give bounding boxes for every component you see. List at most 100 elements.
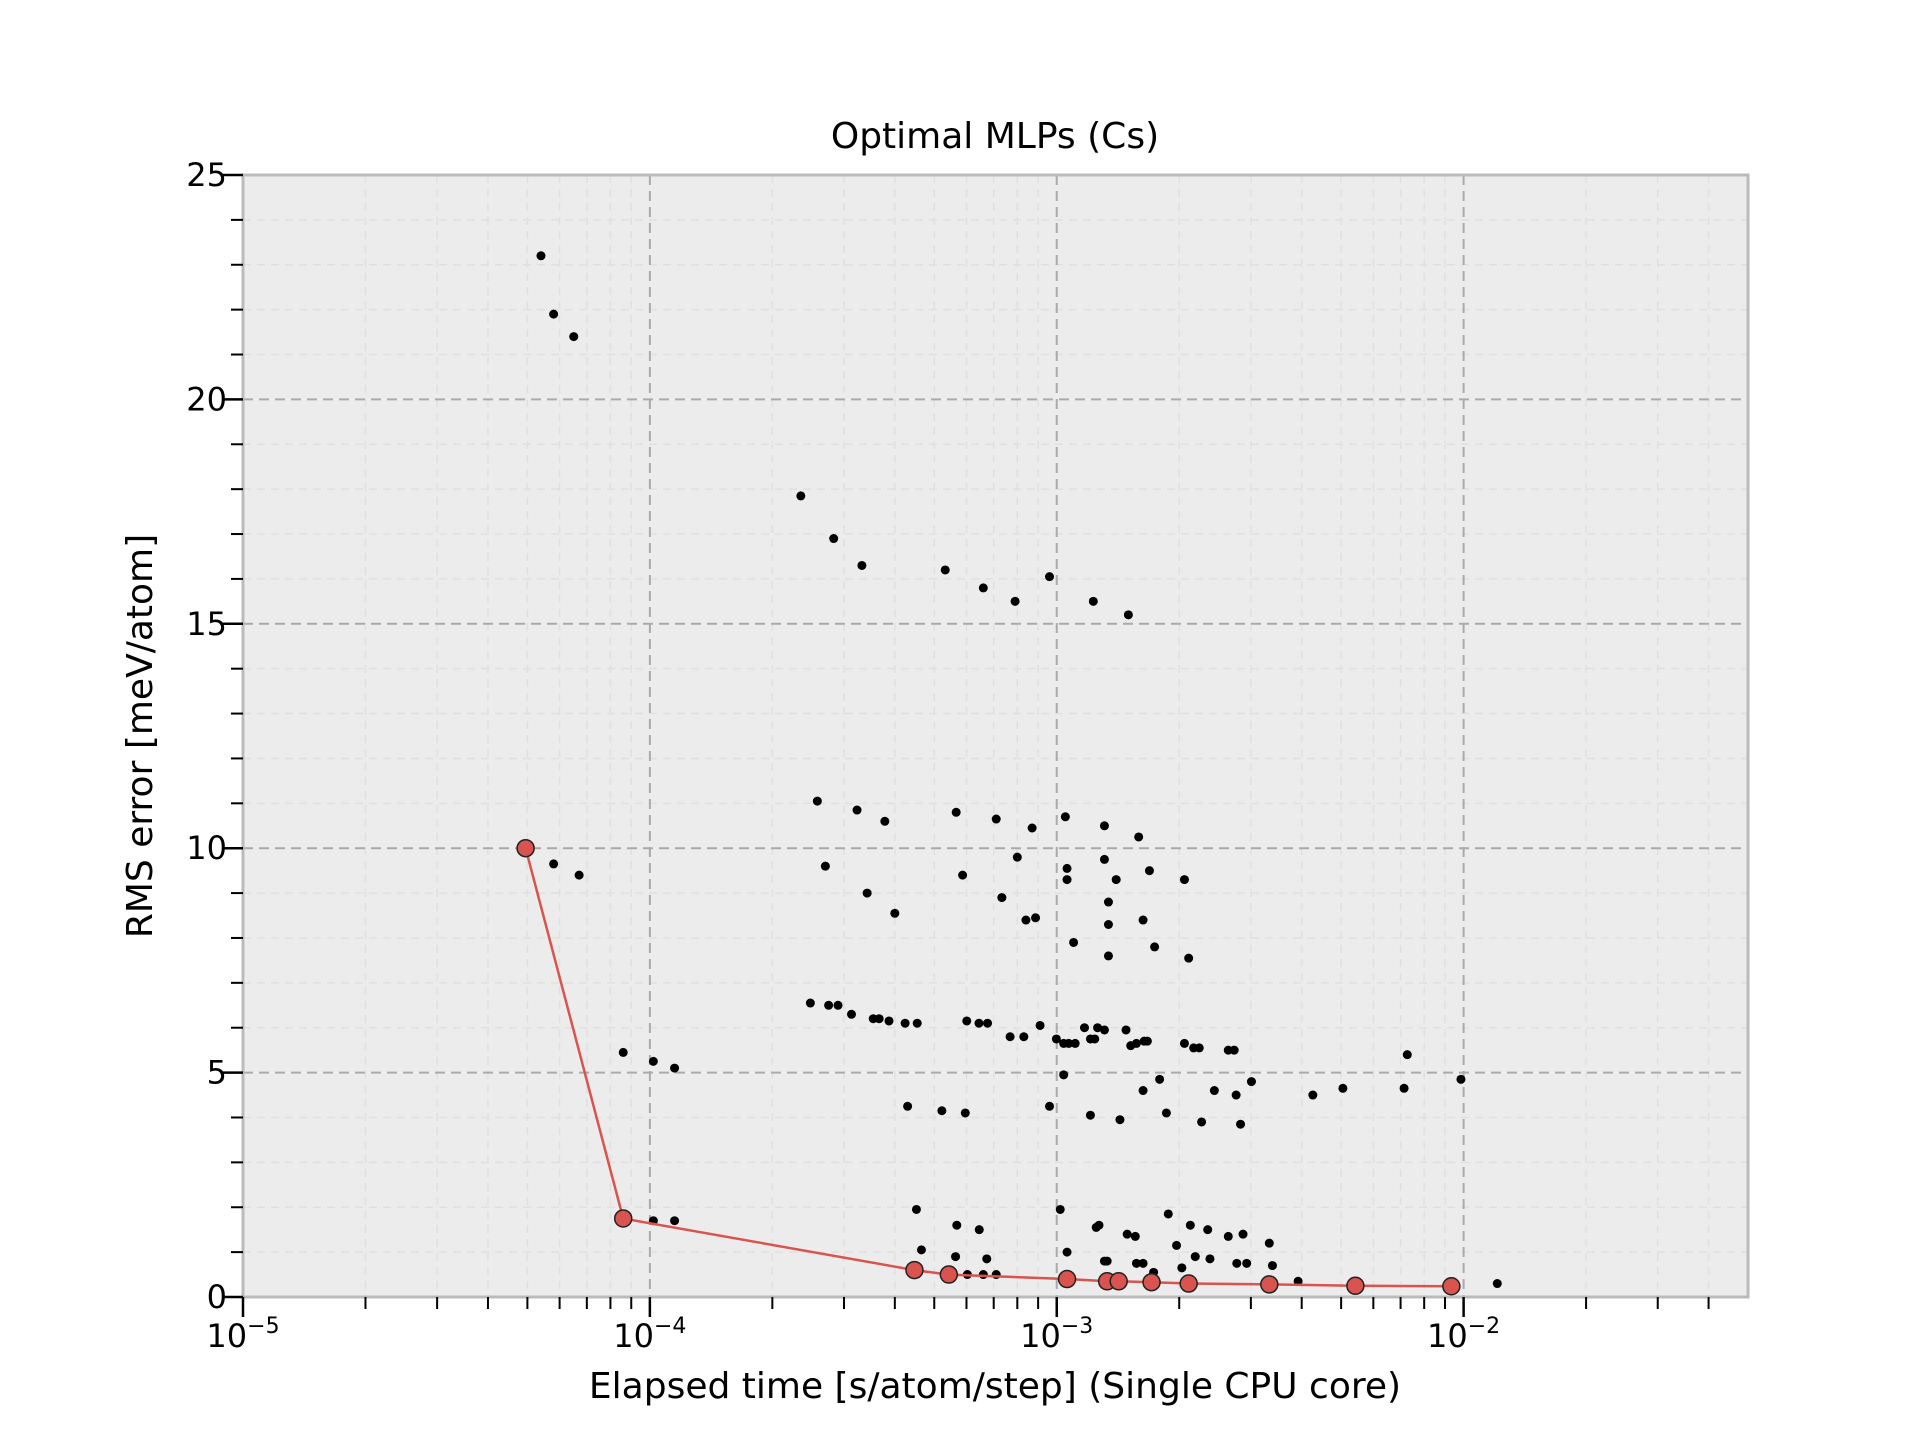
data-point — [884, 1016, 894, 1026]
data-point — [1131, 1038, 1141, 1048]
data-point — [812, 796, 822, 806]
data-point — [1088, 596, 1098, 606]
data-point — [1122, 1229, 1132, 1239]
data-point — [903, 1101, 913, 1111]
data-point — [958, 870, 968, 880]
data-point — [1399, 1083, 1409, 1093]
data-point — [952, 1220, 962, 1230]
data-point — [648, 1056, 658, 1066]
x-tick-label: 10−3 — [1020, 1314, 1093, 1355]
data-point — [1402, 1050, 1412, 1060]
data-point — [1093, 1023, 1103, 1033]
data-point — [857, 560, 867, 570]
data-point — [1012, 852, 1022, 862]
data-point — [1185, 1220, 1195, 1230]
data-point — [1197, 1117, 1207, 1127]
pareto-front-points — [516, 838, 1461, 1296]
data-point — [1099, 1025, 1109, 1035]
data-point — [1209, 1086, 1219, 1096]
data-point — [1085, 1110, 1095, 1120]
data-point — [1203, 1225, 1213, 1235]
data-point — [874, 1014, 884, 1024]
data-point — [1194, 1043, 1204, 1053]
data-point — [1094, 1220, 1104, 1230]
data-point — [1021, 915, 1031, 925]
x-tick-label: 10−5 — [206, 1314, 279, 1355]
data-point — [1492, 1279, 1502, 1289]
data-point — [912, 1018, 922, 1028]
data-point — [1172, 1240, 1182, 1250]
data-point — [1308, 1090, 1318, 1100]
y-tick-labels: 0 5 10 15 20 25 — [186, 156, 227, 1316]
plot-frame — [241, 173, 1750, 1299]
data-point — [549, 859, 559, 869]
data-point — [1103, 951, 1113, 961]
data-point — [1161, 1108, 1171, 1118]
data-point — [1079, 1023, 1089, 1033]
data-point — [1232, 1258, 1242, 1268]
data-point — [1184, 953, 1194, 963]
data-point — [824, 1000, 834, 1010]
scatter-points — [536, 251, 1502, 1289]
data-point — [1134, 832, 1144, 842]
data-point — [670, 1216, 680, 1226]
major-gridlines — [243, 175, 1748, 1297]
data-point — [536, 251, 546, 261]
data-point — [1099, 821, 1109, 831]
plot-area — [243, 175, 1748, 1297]
chart-title: Optimal MLPs (Cs) — [831, 116, 1159, 157]
data-point — [1062, 863, 1072, 873]
data-point — [1179, 1038, 1189, 1048]
pareto-point — [1109, 1272, 1128, 1291]
data-point — [574, 870, 584, 880]
data-point — [1059, 1070, 1069, 1080]
data-point — [1177, 1263, 1187, 1273]
data-point — [846, 1009, 856, 1019]
data-point — [951, 1252, 961, 1262]
data-point — [1338, 1083, 1348, 1093]
data-point — [1242, 1258, 1252, 1268]
data-point — [805, 998, 815, 1008]
minor-gridlines — [243, 175, 1748, 1297]
data-point — [1019, 1032, 1029, 1042]
pareto-point — [1179, 1274, 1198, 1293]
pareto-point — [939, 1265, 959, 1284]
data-point — [1062, 1247, 1072, 1257]
data-point — [1163, 1209, 1173, 1219]
data-point — [1045, 572, 1055, 582]
y-tick-label: 0 — [207, 1278, 227, 1316]
data-point — [1010, 596, 1020, 606]
data-point — [569, 332, 579, 342]
data-point — [1246, 1077, 1256, 1087]
pareto-point — [516, 838, 535, 858]
axis-ticks — [223, 173, 1710, 1317]
data-point — [1138, 1086, 1148, 1096]
data-point — [1060, 812, 1070, 822]
data-point — [974, 1225, 984, 1235]
data-point — [1150, 942, 1160, 952]
data-point — [1142, 1036, 1152, 1046]
data-point — [911, 1204, 921, 1214]
data-point — [1190, 1252, 1200, 1262]
data-point — [1031, 913, 1041, 923]
data-point — [1131, 1258, 1141, 1268]
data-point — [1111, 875, 1121, 885]
data-point — [670, 1063, 680, 1073]
data-point — [1267, 1261, 1277, 1271]
data-point — [1045, 1101, 1055, 1111]
data-point — [1121, 1025, 1131, 1035]
y-tick-label: 20 — [186, 380, 227, 418]
data-point — [997, 893, 1007, 903]
data-point — [1236, 1119, 1246, 1129]
data-point — [1099, 854, 1109, 864]
data-point — [1293, 1276, 1303, 1286]
data-point — [978, 583, 988, 593]
data-point — [982, 1254, 992, 1264]
y-tick-label: 25 — [186, 156, 227, 194]
pareto-point — [1057, 1269, 1077, 1289]
data-point — [1155, 1074, 1165, 1084]
x-axis-label: Elapsed time [s/atom/step] (Single CPU c… — [589, 1366, 1401, 1407]
data-point — [1070, 1038, 1080, 1048]
pareto-point — [1346, 1276, 1365, 1296]
